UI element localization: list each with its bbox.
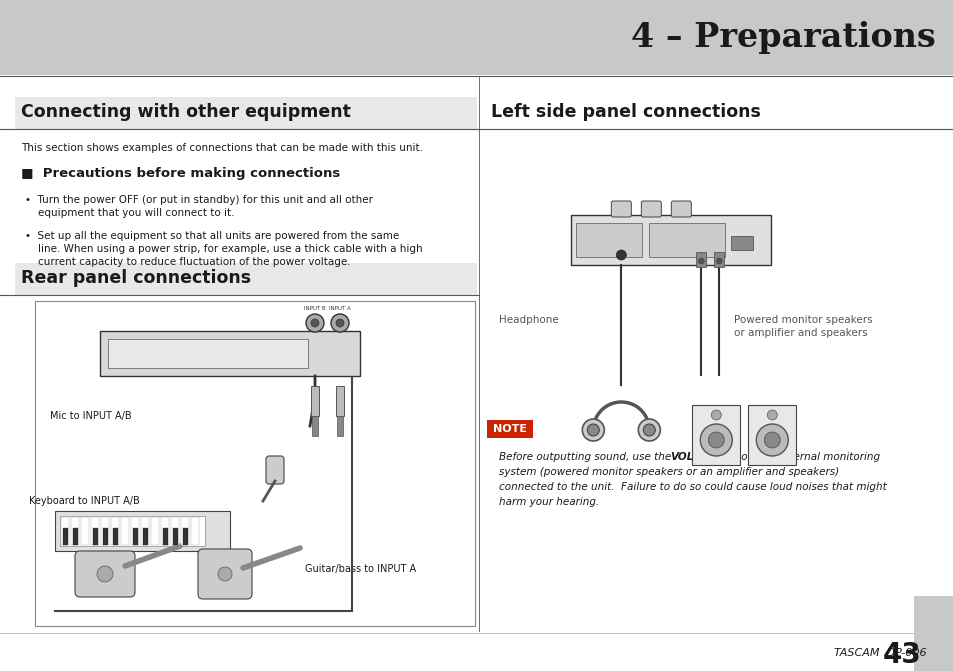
Bar <box>91 517 99 545</box>
Bar <box>132 528 138 545</box>
Bar <box>108 339 308 368</box>
Circle shape <box>311 319 318 327</box>
Text: Guitar/bass to INPUT A: Guitar/bass to INPUT A <box>305 564 416 574</box>
Circle shape <box>581 419 603 441</box>
Bar <box>0 0 953 75</box>
Bar <box>171 517 179 545</box>
Bar <box>312 416 317 436</box>
Text: NOTE: NOTE <box>493 424 527 434</box>
Bar <box>747 405 796 465</box>
Bar <box>100 331 359 376</box>
Text: VOLUME: VOLUME <box>670 452 719 462</box>
Text: •  Turn the power OFF (or put in standby) for this unit and all other: • Turn the power OFF (or put in standby)… <box>25 195 373 205</box>
Bar <box>73 528 78 545</box>
Text: Mic to INPUT A/B: Mic to INPUT A/B <box>50 411 132 421</box>
Bar <box>181 517 189 545</box>
Circle shape <box>331 314 349 332</box>
Bar <box>101 517 109 545</box>
Text: dial of any external monitoring: dial of any external monitoring <box>716 452 880 462</box>
FancyBboxPatch shape <box>198 549 252 599</box>
Bar <box>92 528 98 545</box>
Bar <box>121 517 129 545</box>
Bar <box>55 511 230 551</box>
Circle shape <box>707 432 723 448</box>
Bar <box>143 528 148 545</box>
Bar <box>335 386 344 416</box>
Bar <box>103 528 108 545</box>
Circle shape <box>97 566 112 582</box>
Bar <box>61 517 69 545</box>
Bar <box>714 252 723 267</box>
Text: Before outputting sound, use the: Before outputting sound, use the <box>498 452 674 462</box>
Text: Powered monitor speakers
or amplifier and speakers: Powered monitor speakers or amplifier an… <box>734 315 872 338</box>
Circle shape <box>638 419 659 441</box>
Bar <box>111 517 119 545</box>
Text: current capacity to reduce fluctuation of the power voltage.: current capacity to reduce fluctuation o… <box>25 257 351 267</box>
Circle shape <box>218 567 232 581</box>
FancyBboxPatch shape <box>640 201 660 217</box>
Circle shape <box>756 424 787 456</box>
Bar <box>696 252 705 267</box>
Bar <box>151 517 159 545</box>
Circle shape <box>716 258 721 264</box>
Circle shape <box>642 424 655 436</box>
Bar <box>131 517 139 545</box>
Text: 43: 43 <box>882 641 921 669</box>
Bar <box>731 236 753 250</box>
Circle shape <box>766 410 777 420</box>
Text: line. When using a power strip, for example, use a thick cable with a high: line. When using a power strip, for exam… <box>25 244 422 254</box>
FancyBboxPatch shape <box>266 456 284 484</box>
Text: This section shows examples of connections that can be made with this unit.: This section shows examples of connectio… <box>21 143 422 153</box>
Bar <box>692 405 740 465</box>
Bar <box>35 301 475 626</box>
Circle shape <box>698 258 703 264</box>
Circle shape <box>587 424 598 436</box>
Circle shape <box>335 319 344 327</box>
Circle shape <box>616 250 626 260</box>
Bar <box>576 223 641 257</box>
Bar <box>15 97 476 129</box>
Bar <box>161 517 169 545</box>
Circle shape <box>711 410 720 420</box>
Bar <box>487 420 533 438</box>
Circle shape <box>763 432 780 448</box>
Bar <box>163 528 168 545</box>
Text: Rear panel connections: Rear panel connections <box>21 269 251 287</box>
Text: connected to the unit.  Failure to do so could cause loud noises that might: connected to the unit. Failure to do so … <box>498 482 886 492</box>
Bar <box>183 528 188 545</box>
Text: Connecting with other equipment: Connecting with other equipment <box>21 103 351 121</box>
Bar <box>311 386 318 416</box>
Text: INPUT B: INPUT B <box>304 306 326 311</box>
Bar <box>63 528 68 545</box>
FancyBboxPatch shape <box>611 201 631 217</box>
Text: equipment that you will connect to it.: equipment that you will connect to it. <box>25 208 234 218</box>
Bar <box>15 263 476 295</box>
Text: ■  Precautions before making connections: ■ Precautions before making connections <box>21 167 340 180</box>
Text: system (powered monitor speakers or an amplifier and speakers): system (powered monitor speakers or an a… <box>498 467 839 477</box>
Bar <box>571 215 771 265</box>
Bar <box>649 223 724 257</box>
Circle shape <box>700 424 732 456</box>
Text: Left side panel connections: Left side panel connections <box>491 103 760 121</box>
Text: Headphone: Headphone <box>498 315 558 325</box>
Bar <box>112 528 118 545</box>
Bar <box>81 517 89 545</box>
Circle shape <box>306 314 324 332</box>
Text: harm your hearing.: harm your hearing. <box>498 497 598 507</box>
Bar <box>172 528 178 545</box>
Bar <box>71 517 79 545</box>
Bar <box>336 416 343 436</box>
FancyBboxPatch shape <box>671 201 691 217</box>
Bar <box>141 517 149 545</box>
Text: Keyboard to INPUT A/B: Keyboard to INPUT A/B <box>29 496 139 506</box>
Text: 4 – Preparations: 4 – Preparations <box>631 21 935 54</box>
Bar <box>913 596 953 671</box>
FancyBboxPatch shape <box>75 551 135 597</box>
Bar <box>485 97 949 129</box>
Bar <box>60 516 205 546</box>
Bar <box>191 517 199 545</box>
Text: TASCAM  DP-006: TASCAM DP-006 <box>833 648 925 658</box>
Text: INPUT A: INPUT A <box>329 306 351 311</box>
Text: •  Set up all the equipment so that all units are powered from the same: • Set up all the equipment so that all u… <box>25 231 398 241</box>
